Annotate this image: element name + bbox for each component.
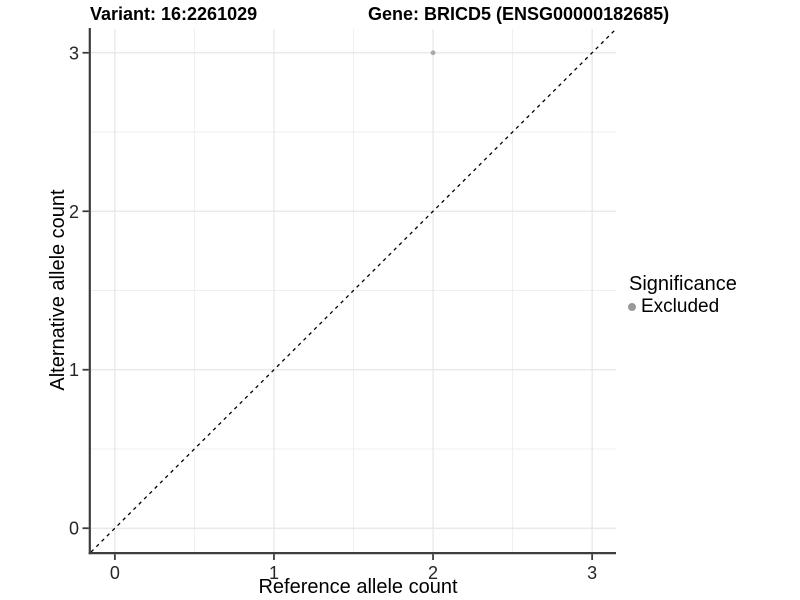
legend-item-label: Excluded bbox=[641, 296, 720, 317]
y-axis-title: Alternative allele count bbox=[47, 189, 69, 391]
x-tick-label: 3 bbox=[587, 563, 597, 583]
legend-title: Significance bbox=[629, 273, 737, 295]
variant-title: Variant: 16:2261029 bbox=[90, 4, 258, 24]
y-tick-label: 2 bbox=[69, 202, 79, 222]
gene-title: Gene: BRICD5 (ENSG00000182685) bbox=[368, 4, 670, 24]
excluded-marker-icon bbox=[628, 303, 636, 311]
legend-item-excluded: Excluded bbox=[627, 297, 737, 317]
x-tick-label: 2 bbox=[428, 563, 438, 583]
x-axis-title: Reference allele count bbox=[258, 576, 458, 598]
y-tick-label: 3 bbox=[69, 43, 79, 63]
identity-reference-line bbox=[90, 28, 617, 553]
x-tick-label: 1 bbox=[269, 563, 279, 583]
legend: Significance Excluded bbox=[627, 274, 737, 317]
data-point-excluded bbox=[430, 50, 436, 56]
y-tick-label: 1 bbox=[69, 360, 79, 380]
plot-panel: 0 1 2 3 0 1 2 3 bbox=[69, 28, 617, 583]
x-tick-label: 0 bbox=[110, 563, 120, 583]
y-tick-label: 0 bbox=[69, 519, 79, 539]
